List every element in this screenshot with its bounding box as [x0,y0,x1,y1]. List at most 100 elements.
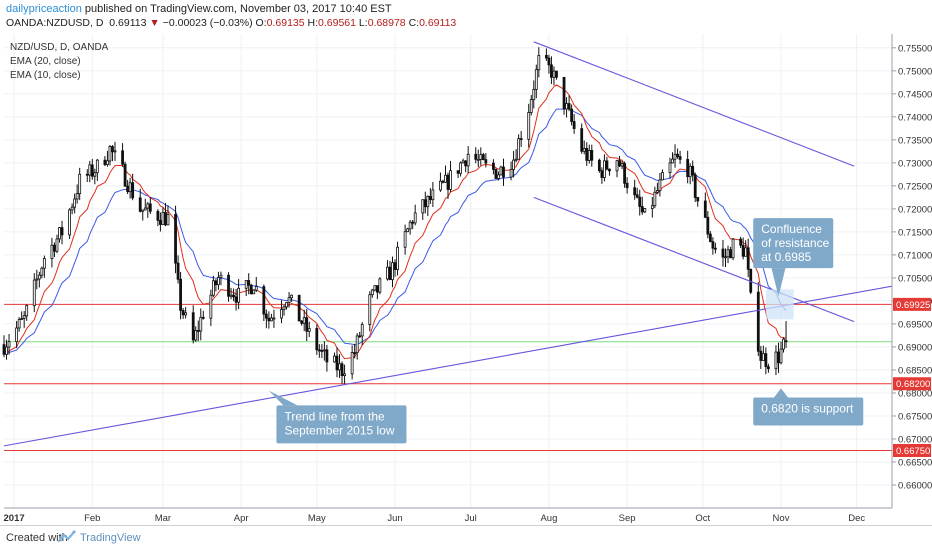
candle-body [280,309,283,319]
candle-body [53,244,56,252]
candle-body [658,179,662,191]
candle-body [393,262,397,270]
candle-body [338,363,341,371]
candle-body [426,196,430,208]
candle-body [247,280,251,286]
candle-body [55,238,59,252]
candle-body [164,212,167,226]
candle-body [396,246,399,270]
x-axis-labels: 2017 Feb Mar Apr May Jun Jul Aug Sep Oct Nov Dec [4,513,866,524]
candle-body [517,138,521,160]
candle-body [534,69,538,90]
candle-body [103,159,107,165]
candle-body [201,316,205,319]
candle-body [317,349,321,352]
x-tick-label: Aug [540,513,557,524]
candle-body [300,320,304,324]
candle-body [70,206,74,211]
candle-body [711,241,715,249]
candle-body [721,248,725,258]
candle-body [176,262,180,280]
candle-body [413,212,417,224]
price-tag [893,297,931,311]
candle-body [691,165,695,176]
candle-body [587,150,591,161]
candle-body [668,162,672,173]
candle-body [582,148,586,152]
candle-body [484,159,488,164]
candle-body [570,108,574,122]
candle-body [391,262,394,281]
candle-body [615,160,619,172]
candle-body [181,309,185,316]
candle-body [466,153,470,167]
candle-body [375,285,379,293]
trend-lines [3,41,893,447]
candle-body [194,330,198,341]
candle-body [388,266,392,281]
candle-body [509,168,513,178]
candle-body [161,212,165,225]
candle-body [229,294,233,297]
indicator-ema20: EMA (20, close) [10,56,81,67]
candle-body [322,349,326,352]
y-tick-label: 0.72000 [898,204,932,215]
candle-body [519,138,523,141]
candle-body [60,227,64,236]
candle-body [335,355,339,371]
author-link[interactable]: dailypriceaction [6,3,82,15]
candle-body [444,174,447,183]
candle-body [529,99,533,113]
y-tick-label: 0.73000 [898,158,932,169]
candle-body [138,197,142,212]
candle-body [605,160,609,170]
candle-body [262,286,266,315]
candle-body [350,352,354,375]
callout-text: of resistance [761,236,829,250]
x-tick-label: Nov [773,513,790,524]
candle-body [340,363,344,377]
y-tick-label: 0.69500 [898,319,932,330]
candle-body [696,197,700,202]
candle-body [671,158,674,164]
x-tick-label: Sep [619,513,636,524]
x-tick-label: 2017 [4,513,25,524]
x-tick-label: Apr [234,513,249,524]
candle-body [234,296,238,303]
candle-body [20,318,24,320]
candle-body [653,191,657,207]
candle-body [285,302,288,308]
candle-body [370,289,374,296]
candle-body [307,328,311,332]
candle-body [368,294,372,325]
candle-body [68,209,71,236]
candle-body [209,294,213,319]
candle-body [90,164,94,177]
candle-body [78,173,82,195]
candle-body [729,249,732,259]
candle-body [267,317,271,322]
candle-body [474,153,478,160]
y-tick-label: 0.74000 [898,112,932,123]
candle-body [22,315,26,319]
change: −0.00023 (−0.03%) [162,17,253,29]
chart-header: dailypriceaction published on TradingVie… [0,0,932,32]
y-axis-labels: 0.75500 0.75000 0.74500 0.74000 0.73500 0.730… [892,43,932,491]
tradingview-brand[interactable]: TradingView [80,532,141,544]
candle-body [408,221,412,230]
candlesticks [2,47,788,384]
candle-body [7,341,11,348]
candle-body [406,228,410,233]
candle-body [618,160,621,167]
candle-body [297,294,301,322]
candle-body [88,164,92,176]
low-value: 0.68978 [367,17,406,29]
candle-body [358,335,362,338]
candle-body [373,285,377,291]
candle-body [403,231,407,248]
candle-body [497,174,500,179]
candle-body [731,238,735,259]
candle-body [282,306,286,311]
candle-body [249,284,253,295]
